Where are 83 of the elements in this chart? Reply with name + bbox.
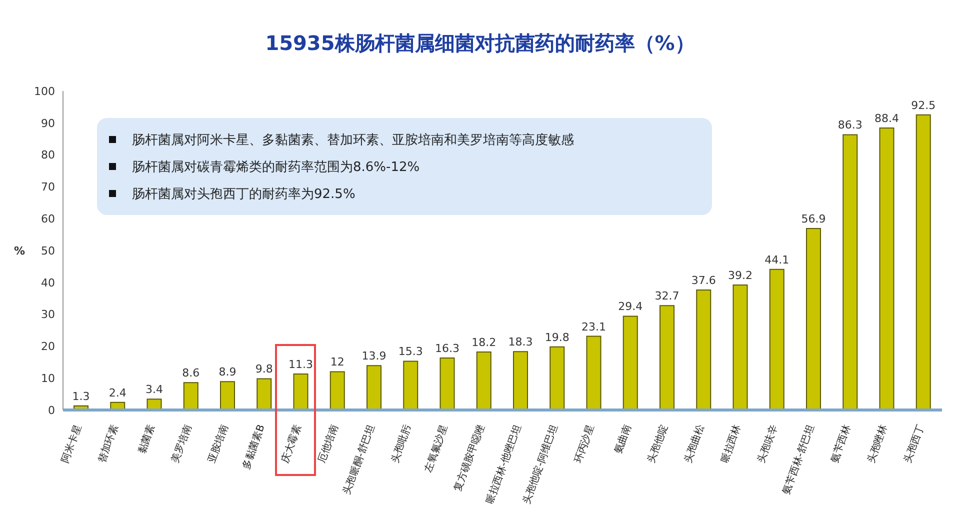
data-label: 18.3 xyxy=(508,336,533,349)
bar xyxy=(732,284,748,410)
bar xyxy=(330,371,345,410)
data-label: 15.3 xyxy=(398,345,423,358)
x-tick-label: 庆大霉素 xyxy=(278,422,304,465)
y-tick-label: 0 xyxy=(48,404,55,417)
y-tick-label: 40 xyxy=(41,276,55,290)
data-label: 23.1 xyxy=(582,320,606,334)
bar xyxy=(440,358,455,410)
data-label: 8.6 xyxy=(182,366,200,380)
bar xyxy=(293,373,308,410)
x-tick-label: 氨苄西林 xyxy=(828,422,854,465)
data-label: 56.9 xyxy=(801,212,826,226)
bar xyxy=(366,365,382,410)
x-tick-label: 哌拉西林 xyxy=(718,422,744,465)
x-tick-label: 亚胺培南 xyxy=(206,422,231,465)
data-label: 39.2 xyxy=(728,268,752,282)
y-tick-label: 30 xyxy=(41,308,55,322)
data-label: 32.7 xyxy=(654,290,680,303)
data-label: 12 xyxy=(330,356,344,369)
bar xyxy=(513,351,528,410)
bar xyxy=(550,346,565,410)
data-label: 44.1 xyxy=(764,253,790,266)
data-label: 13.9 xyxy=(362,350,386,363)
data-label: 16.3 xyxy=(435,342,460,356)
note-panel: 肠杆菌属对阿米卡星、多黏菌素、替加环素、亚胺培南和美罗培南等高度敏感 肠杆菌属对碳青霉烯类的耐药率范围为8.6%-12% 肠杆菌属对头孢西丁的耐药率为92.5% xyxy=(97,118,712,215)
data-label: 8.9 xyxy=(218,366,236,379)
bar xyxy=(622,316,638,410)
data-label: 92.5 xyxy=(911,98,936,112)
bar xyxy=(476,351,492,410)
x-tick-label: 头孢唑林 xyxy=(864,422,890,465)
data-label: 1.3 xyxy=(72,390,90,403)
x-tick-label: 头孢哌酮-舒巴坦 xyxy=(340,422,378,496)
bar xyxy=(586,336,602,410)
y-tick-label: 20 xyxy=(41,340,55,354)
x-tick-label: 头孢呋辛 xyxy=(755,422,780,465)
x-tick-label: 厄他培南 xyxy=(316,422,341,465)
bar xyxy=(403,360,418,410)
bar xyxy=(769,268,784,410)
data-label: 11.3 xyxy=(288,358,313,371)
x-tick-label: 头孢曲松 xyxy=(682,422,707,465)
annotation: 肠杆菌属对碳青霉烯类的耐药率范围为8.6%-12% xyxy=(132,158,420,176)
x-tick-label: 氨曲南 xyxy=(612,422,634,456)
x-tick-label: 氨苄西林-舒巴坦 xyxy=(780,422,817,496)
data-label: 29.4 xyxy=(618,300,643,314)
y-tick-label: 10 xyxy=(41,372,55,386)
y-tick-label: 50 xyxy=(41,244,55,258)
chart-title: 15935株肠杆菌属细菌对抗菌药的耐药率（%） xyxy=(264,30,696,57)
bar xyxy=(842,134,858,410)
bar xyxy=(660,305,674,410)
x-tick-label: 美罗培南 xyxy=(169,422,194,465)
data-label: 18.2 xyxy=(472,336,496,349)
bar xyxy=(879,128,894,410)
bar xyxy=(183,382,198,410)
data-label: 9.8 xyxy=(255,362,273,376)
bar xyxy=(220,381,235,410)
y-axis-title: % xyxy=(14,244,26,258)
x-tick-label: 头孢吡肟 xyxy=(388,422,414,465)
x-tick-label: 阿米卡星 xyxy=(59,422,84,465)
bar xyxy=(696,290,712,410)
x-tick-label: 头孢他啶 xyxy=(645,422,670,465)
x-tick-label: 环丙沙星 xyxy=(572,422,597,465)
y-tick-label: 100 xyxy=(34,84,55,98)
x-tick-label: 黏菌素 xyxy=(136,422,158,456)
y-tick-label: 60 xyxy=(41,212,55,226)
bar xyxy=(916,114,931,410)
x-tick-label: 替加环素 xyxy=(96,422,121,465)
data-label: 88.4 xyxy=(874,112,899,126)
x-tick-label: 头孢西丁 xyxy=(902,422,927,465)
data-label: 3.4 xyxy=(146,383,163,396)
data-label: 37.6 xyxy=(691,274,716,288)
y-tick-label: 90 xyxy=(41,116,55,130)
bar xyxy=(256,378,272,410)
x-tick-label: 左氧氟沙星 xyxy=(422,422,450,474)
bar xyxy=(806,228,821,410)
data-label: 2.4 xyxy=(108,386,126,400)
data-label: 86.3 xyxy=(838,118,862,132)
x-tick-label: 多黏菌素B xyxy=(240,422,268,472)
annotation: 肠杆菌属对阿米卡星、多黏菌素、替加环素、亚胺培南和美罗培南等高度敏感 xyxy=(132,132,574,148)
y-tick-label: 80 xyxy=(41,148,55,162)
data-label: 19.8 xyxy=(544,330,570,344)
annotation: 肠杆菌属对头孢西丁的耐药率为92.5% xyxy=(132,186,356,202)
y-tick-label: 70 xyxy=(41,180,55,194)
